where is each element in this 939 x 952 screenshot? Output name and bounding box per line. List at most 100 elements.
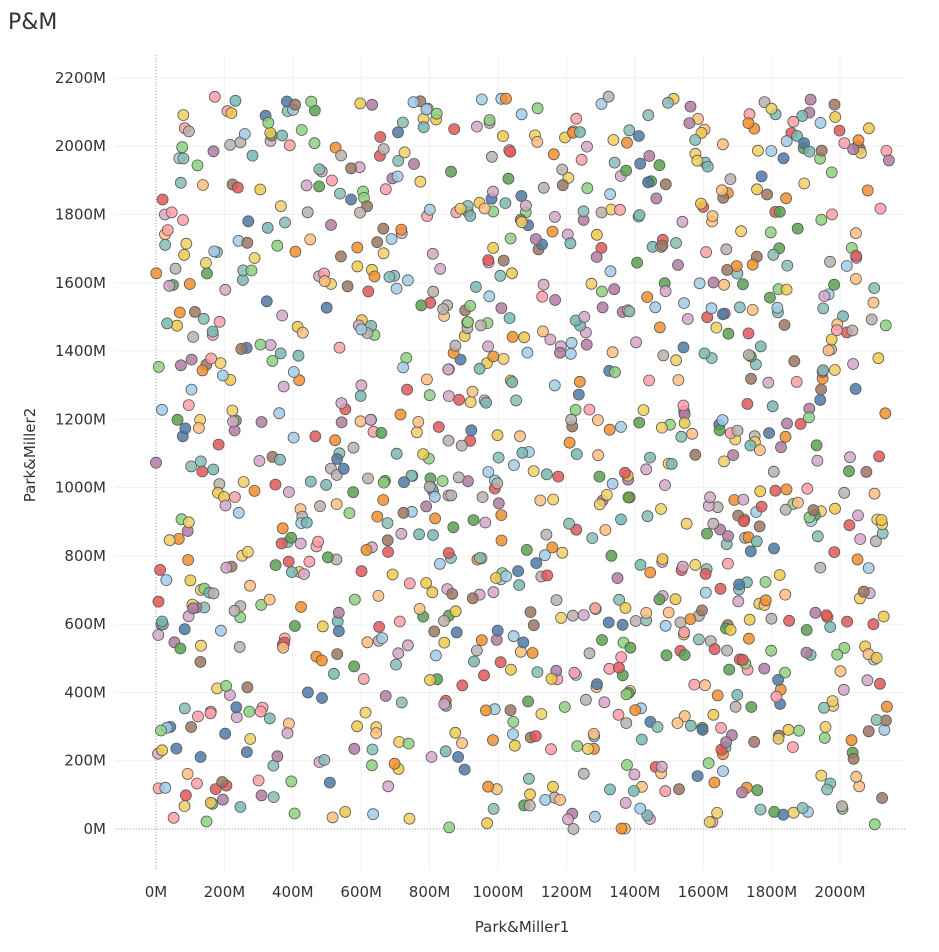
data-point (759, 594, 772, 607)
data-point (681, 313, 694, 325)
data-point (704, 491, 716, 504)
data-point (828, 98, 841, 111)
data-point (765, 145, 778, 157)
data-point (294, 537, 307, 550)
data-point (850, 249, 862, 262)
x-tick-label: 800M (409, 883, 451, 901)
data-point (494, 269, 507, 282)
data-point (523, 772, 535, 785)
data-point (415, 299, 428, 312)
data-point (547, 493, 560, 506)
data-point (246, 149, 259, 162)
data-point (447, 521, 460, 534)
data-point (379, 690, 392, 702)
data-point (701, 527, 713, 540)
data-point (479, 704, 492, 717)
data-point (216, 793, 229, 806)
data-point (840, 260, 853, 272)
data-point (282, 555, 295, 568)
data-point (481, 817, 494, 830)
data-point (765, 644, 778, 657)
data-point (748, 736, 761, 748)
data-point (178, 248, 191, 261)
data-point (831, 648, 844, 661)
data-point (585, 277, 598, 290)
data-point (412, 415, 425, 428)
data-point (598, 696, 611, 709)
data-point (467, 514, 480, 526)
data-point (545, 743, 557, 756)
data-point (283, 139, 296, 152)
data-point (607, 134, 620, 146)
data-point (591, 678, 603, 690)
data-point (466, 592, 479, 605)
data-point (779, 430, 792, 443)
data-point (366, 743, 379, 756)
data-point (188, 305, 201, 318)
data-point (568, 666, 581, 679)
data-point (224, 138, 237, 151)
data-point (787, 806, 800, 819)
data-point (733, 578, 745, 591)
data-point (821, 783, 833, 796)
data-point (619, 466, 631, 479)
data-point (208, 245, 221, 258)
data-point (608, 283, 621, 296)
data-point (595, 98, 608, 110)
data-point (744, 545, 757, 558)
data-point (372, 590, 385, 602)
data-point (759, 576, 772, 588)
data-point (185, 383, 198, 396)
data-point (385, 233, 398, 245)
data-point (714, 582, 727, 595)
data-point (204, 796, 217, 809)
data-point (521, 346, 534, 359)
data-point (318, 754, 331, 766)
data-point (429, 649, 442, 662)
data-point (313, 180, 326, 193)
data-point (745, 372, 757, 385)
data-point (850, 272, 862, 285)
data-point (359, 706, 372, 719)
data-points (150, 90, 895, 835)
data-point (732, 595, 745, 608)
data-point (159, 781, 172, 794)
data-point (448, 123, 461, 136)
data-point (614, 203, 626, 216)
data-point (182, 516, 195, 529)
data-point (497, 254, 510, 267)
data-point (335, 397, 348, 410)
data-point (877, 610, 890, 623)
data-point (432, 421, 445, 433)
data-point (722, 530, 734, 542)
data-point (285, 566, 298, 578)
data-point (296, 326, 309, 339)
data-point (655, 760, 668, 773)
data-point (529, 730, 542, 742)
data-point (392, 154, 405, 167)
data-point (433, 558, 446, 570)
data-point (605, 549, 618, 562)
data-point (822, 344, 835, 357)
data-point (267, 791, 280, 803)
data-point (657, 349, 670, 362)
data-point (487, 241, 500, 254)
data-point (377, 143, 390, 156)
data-point (360, 544, 373, 556)
data-point (720, 736, 732, 748)
data-point (391, 170, 404, 183)
data-point (649, 301, 662, 314)
data-point (187, 602, 200, 615)
data-point (287, 366, 300, 378)
data-point (847, 752, 860, 765)
data-point (582, 743, 594, 755)
data-point (507, 716, 520, 728)
data-point (631, 256, 643, 269)
data-point (357, 673, 370, 685)
data-point (696, 604, 708, 617)
data-point (751, 784, 764, 797)
data-point (207, 463, 220, 476)
data-point (788, 355, 801, 368)
data-point (696, 723, 709, 736)
data-point (245, 264, 258, 277)
